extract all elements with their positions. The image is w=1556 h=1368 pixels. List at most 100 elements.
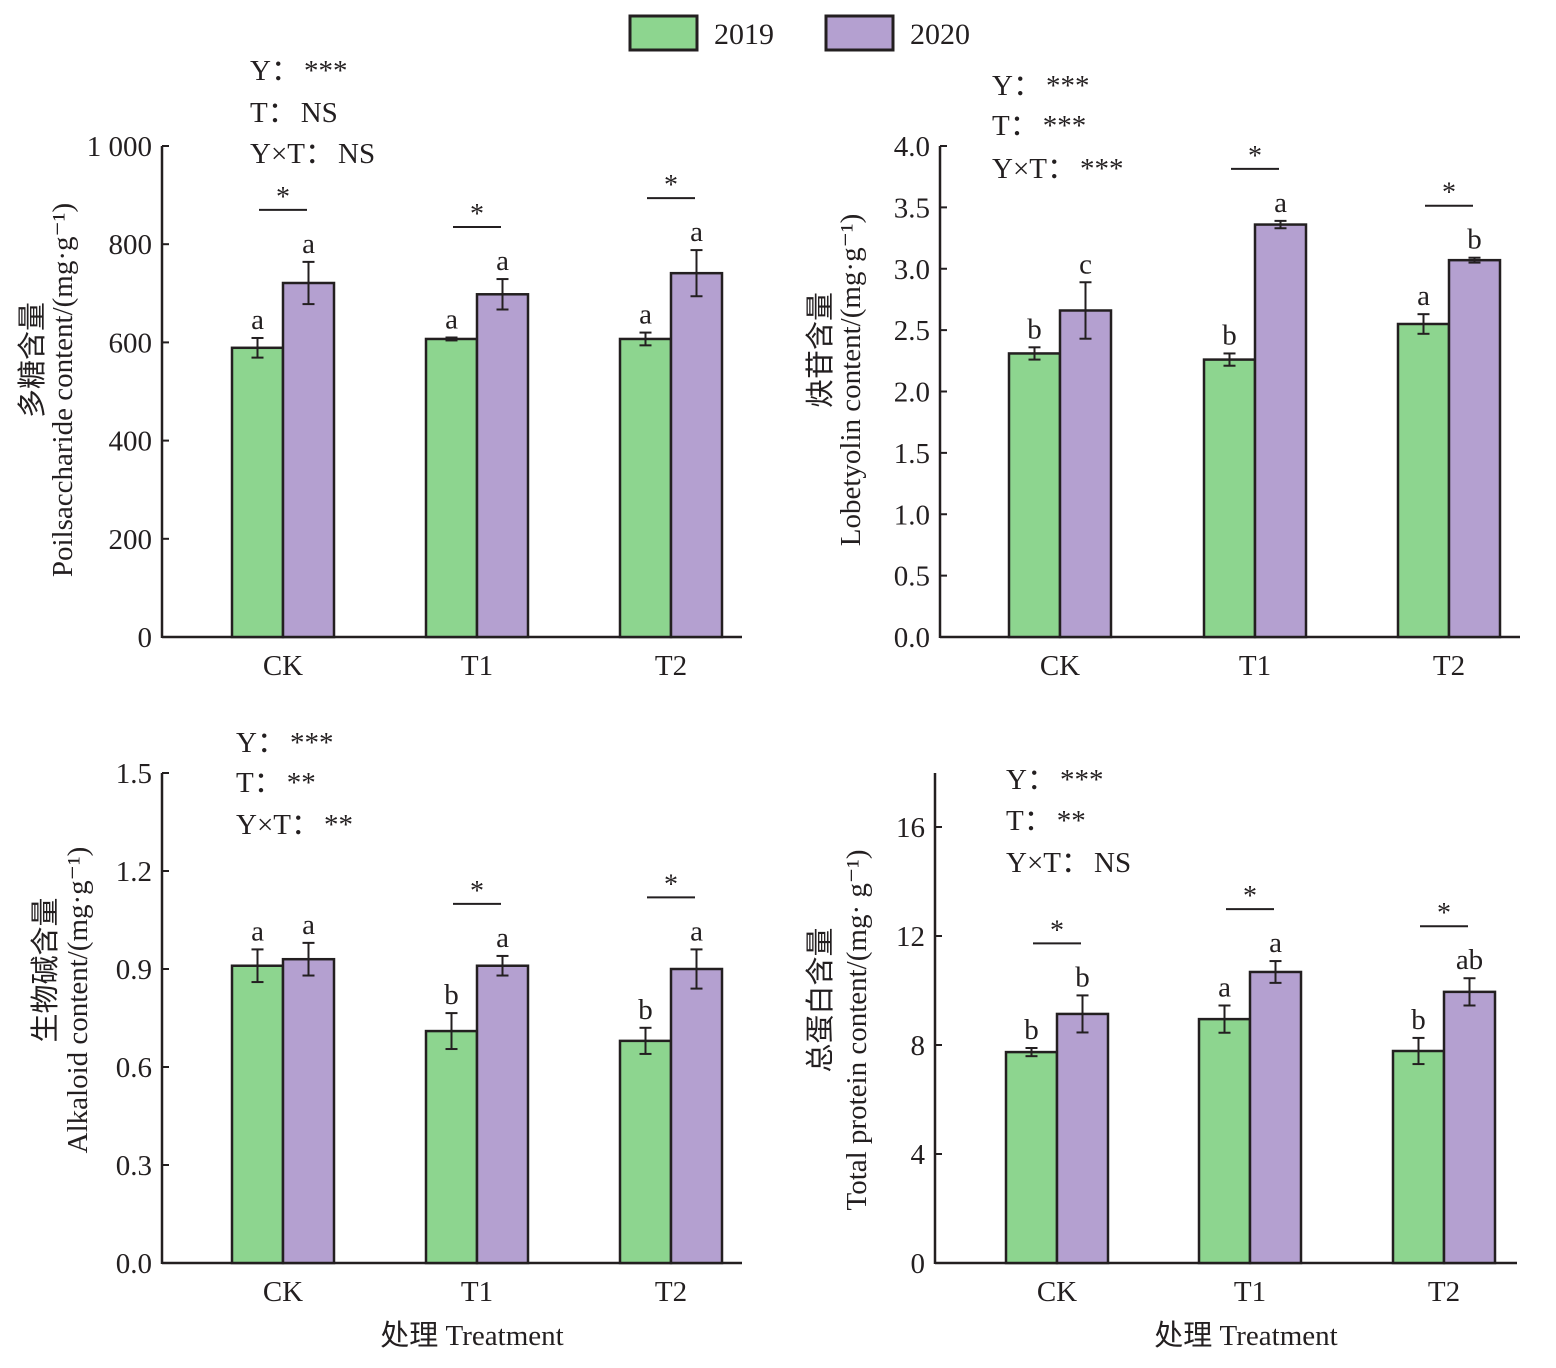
bar-2020-T1 xyxy=(475,964,530,1265)
pair-significance: * xyxy=(1248,141,1262,172)
y-axis-label: Poilsaccharide content/(mg·g⁻¹) xyxy=(47,203,79,577)
anova-interaction: Y×T： ** xyxy=(236,809,353,841)
y-tick-label: 0.3 xyxy=(116,1150,152,1182)
y-tick-label: 3.0 xyxy=(894,254,930,286)
y-tick-label: 4.0 xyxy=(894,131,930,163)
significance-letter: a xyxy=(496,245,509,277)
bar-2020-CK xyxy=(1058,309,1113,639)
y-axis-label: Lobetyolin content/(mg·g⁻¹) xyxy=(835,214,867,546)
y-tick-label: 8 xyxy=(911,1030,926,1062)
bar-2020-CK xyxy=(1055,1012,1110,1265)
bar-2019-T2 xyxy=(618,337,673,639)
y-tick-label: 200 xyxy=(109,524,153,556)
pair-significance: * xyxy=(276,182,290,213)
significance-letter: b xyxy=(1075,961,1090,993)
panel-total-protein: 0 4 8 12 16 总蛋白含量 Total protein content/(mg· g… xyxy=(804,764,1517,1352)
x-axis-label: 处理 Treatment xyxy=(1154,1319,1337,1352)
significance-letter: b xyxy=(638,994,653,1026)
significance-letter: a xyxy=(690,216,703,248)
y-tick-label: 1.5 xyxy=(894,438,930,470)
y-tick-label: 0.0 xyxy=(116,1248,152,1280)
anova-year: Y： *** xyxy=(1006,764,1103,796)
bar-2020-CK xyxy=(281,281,336,639)
bar-2020-T1 xyxy=(1253,223,1308,639)
x-tick-label: CK xyxy=(263,1276,303,1308)
y-tick-label: 0 xyxy=(911,1248,926,1280)
bar-2019-T1 xyxy=(1202,358,1257,639)
y-tick-label: 2.5 xyxy=(894,315,930,347)
significance-letter: ab xyxy=(1456,944,1483,976)
anova-treatment: T： NS xyxy=(250,97,338,129)
x-tick-label: T2 xyxy=(655,1276,687,1308)
x-tick-label: T2 xyxy=(1428,1276,1460,1308)
significance-letter: b xyxy=(1027,313,1042,345)
legend-swatch-2020 xyxy=(824,14,895,52)
significance-letter: b xyxy=(1024,1014,1039,1046)
anova-treatment: T： *** xyxy=(992,110,1086,142)
significance-letter: a xyxy=(302,228,315,260)
significance-letter: a xyxy=(302,909,315,941)
x-tick-label: CK xyxy=(1040,650,1080,682)
pair-significance: * xyxy=(470,199,484,230)
significance-letter: b xyxy=(1467,224,1482,256)
anova-treatment: T： ** xyxy=(236,767,316,799)
significance-letter: b xyxy=(1411,1004,1426,1036)
bar-2019-CK xyxy=(230,964,285,1265)
x-tick-label: T1 xyxy=(461,1276,493,1308)
significance-letter: b xyxy=(444,979,459,1011)
y-axis-label-cn: 生物碱含量 xyxy=(29,897,62,1042)
y-tick-label: 1.2 xyxy=(116,856,152,888)
pair-significance: * xyxy=(1442,178,1456,209)
pair-significance: * xyxy=(1437,898,1451,929)
bar-2019-CK xyxy=(1004,1050,1059,1265)
panel-alkaloid: 0.0 0.3 0.6 0.9 1.2 1.5 生物碱含量 Alkaloid content/… xyxy=(29,727,742,1352)
bar-2020-T2 xyxy=(1447,258,1502,639)
y-axis-label-cn: 多糖含量 xyxy=(16,302,49,418)
anova-treatment: T： ** xyxy=(1006,805,1086,837)
legend-label-2020: 2020 xyxy=(910,18,970,51)
bar-2019-T1 xyxy=(424,1029,479,1265)
legend-item-2019: 2019 xyxy=(628,14,774,52)
y-axis-label: Total protein content/(mg· g⁻¹) xyxy=(841,849,873,1210)
y-tick-label: 0.6 xyxy=(116,1052,152,1084)
panel-lobetyolin: 0.0 0.5 1.0 1.5 2.0 2.5 3.0 3.5 4.0 炔苷含量Lobetyoli… xyxy=(804,70,1520,682)
significance-letter: a xyxy=(496,922,509,954)
x-tick-label: T1 xyxy=(1239,650,1271,682)
y-tick-label: 0.0 xyxy=(894,622,930,654)
y-tick-label: 800 xyxy=(109,229,153,261)
y-axis-label-cn: 总蛋白含量 xyxy=(804,927,837,1072)
legend-item-2020: 2020 xyxy=(824,14,970,52)
y-tick-label: 0.9 xyxy=(116,954,152,986)
x-axis-label: 处理 Treatment xyxy=(380,1319,563,1352)
y-tick-label: 400 xyxy=(109,426,153,458)
legend: 2019 2020 xyxy=(628,14,970,52)
pair-significance: * xyxy=(470,876,484,907)
anova-year: Y： *** xyxy=(992,70,1089,102)
x-tick-label: T1 xyxy=(1234,1276,1266,1308)
anova-interaction: Y×T： NS xyxy=(250,138,375,170)
x-tick-label: T1 xyxy=(461,650,493,682)
significance-letter: a xyxy=(251,915,264,947)
bar-2019-T1 xyxy=(1197,1017,1252,1265)
y-tick-label: 0.5 xyxy=(894,561,930,593)
pair-significance: * xyxy=(664,170,678,201)
pair-significance: * xyxy=(1050,915,1064,946)
anova-interaction: Y×T： NS xyxy=(1006,847,1131,879)
bar-2020-T1 xyxy=(1248,970,1303,1265)
x-tick-label: T2 xyxy=(655,650,687,682)
bar-2020-T2 xyxy=(669,271,724,639)
significance-letter: b xyxy=(1222,319,1237,351)
bar-2019-CK xyxy=(230,346,285,639)
legend-swatch-2019 xyxy=(628,14,699,52)
bar-2019-T1 xyxy=(424,337,479,639)
y-tick-label: 16 xyxy=(896,812,925,844)
significance-letter: a xyxy=(251,304,264,336)
significance-letter: c xyxy=(1079,248,1092,280)
bar-2020-CK xyxy=(281,957,336,1265)
y-tick-label: 4 xyxy=(911,1139,926,1171)
pair-significance: * xyxy=(664,869,678,900)
significance-letter: a xyxy=(690,915,703,947)
bar-2019-CK xyxy=(1007,352,1062,639)
y-tick-label: 600 xyxy=(109,327,153,359)
